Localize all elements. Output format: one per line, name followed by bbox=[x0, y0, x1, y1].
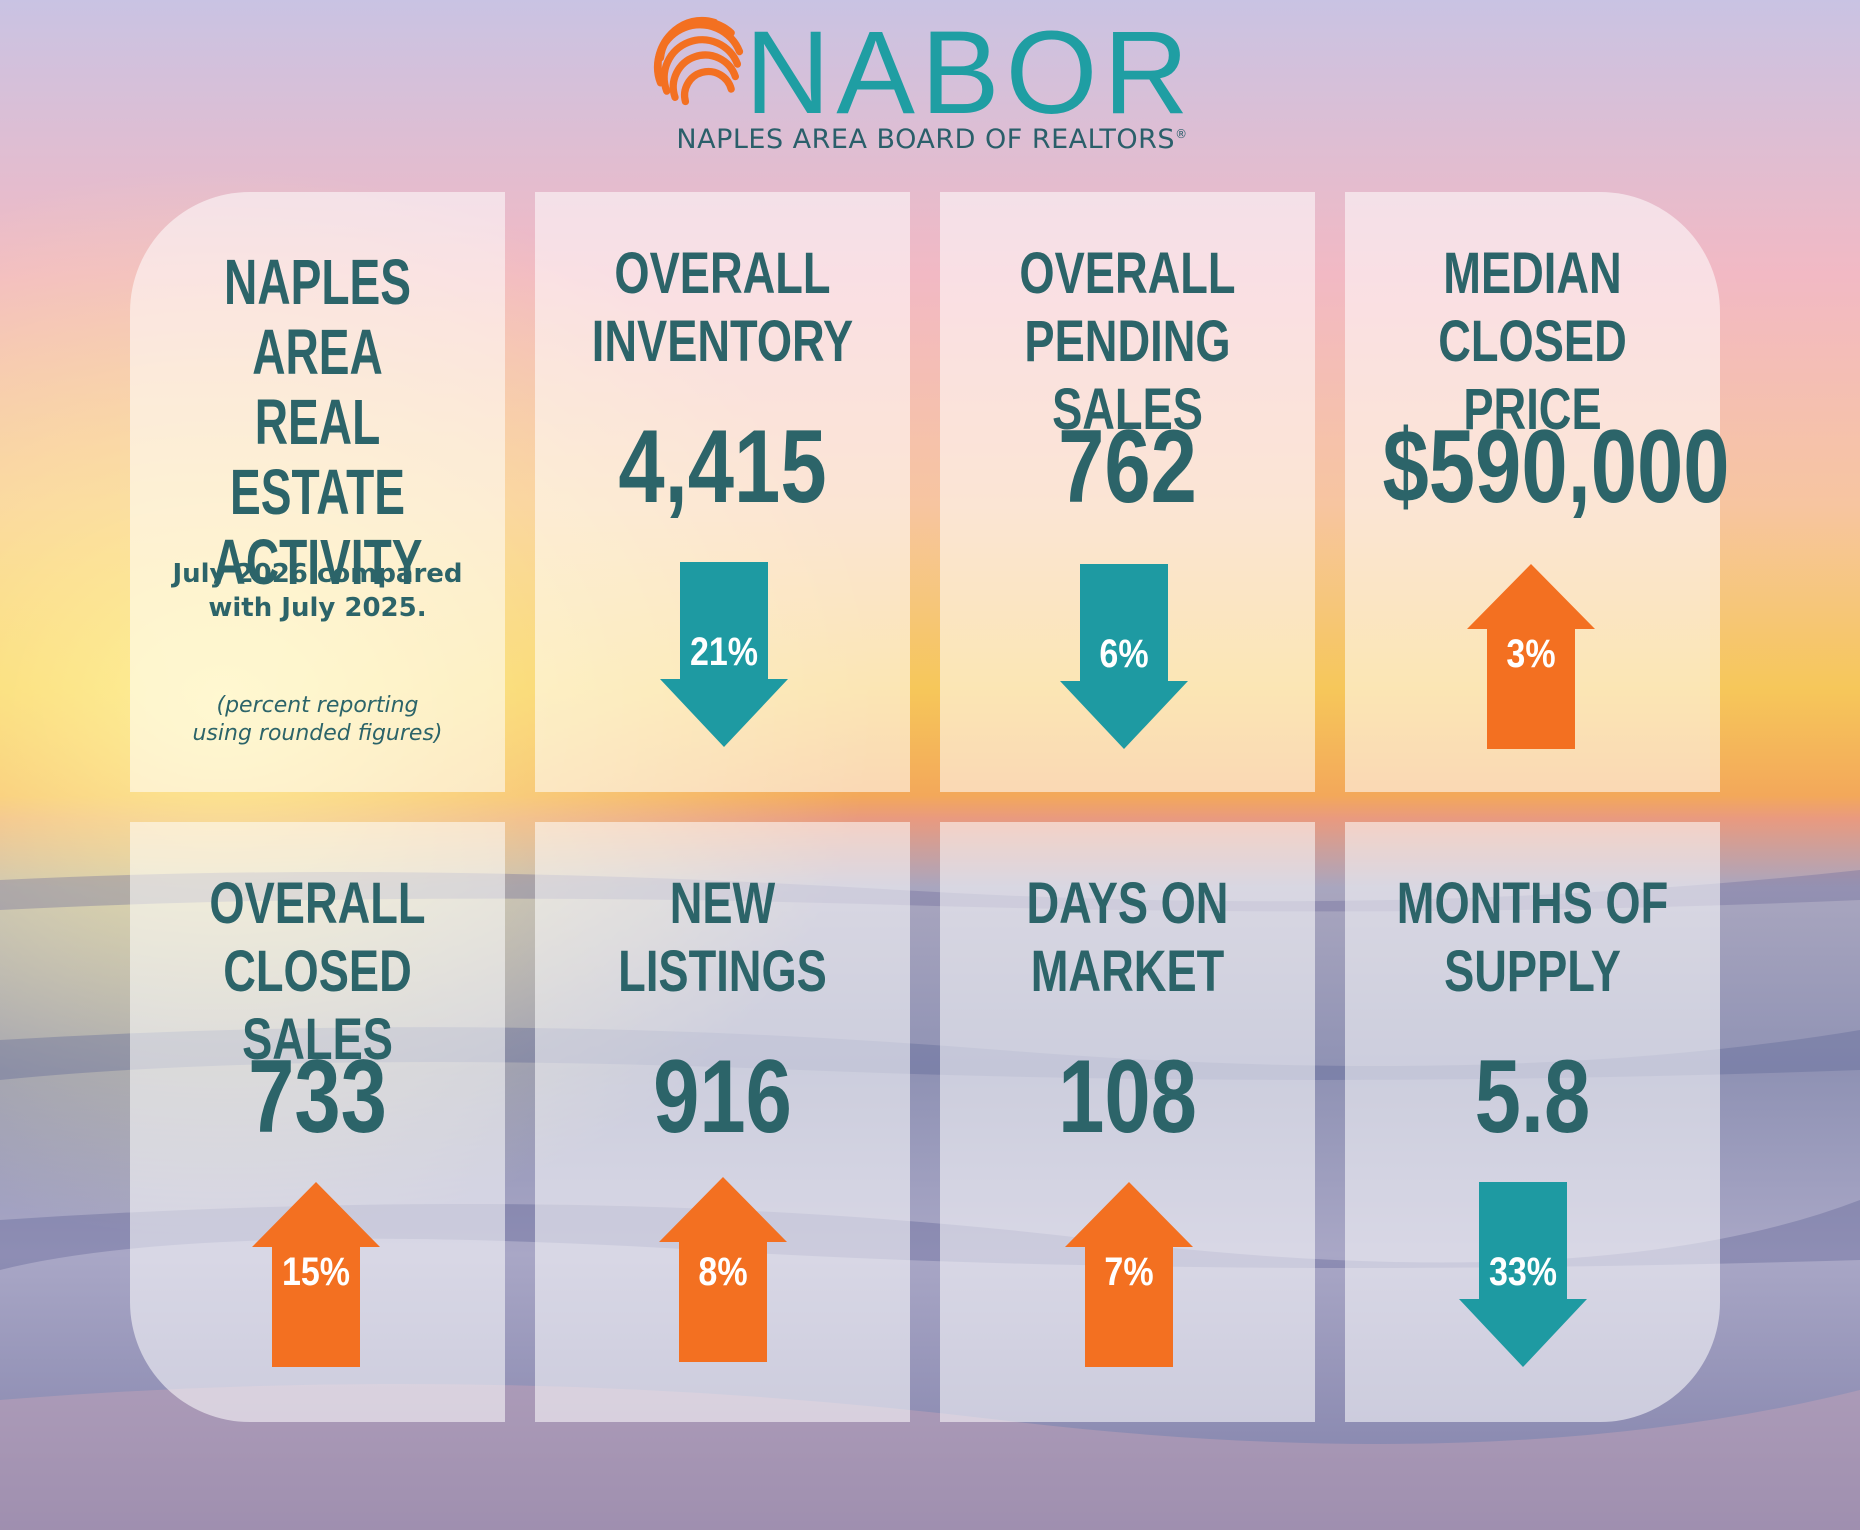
up-arrow-icon: 15% bbox=[252, 1182, 380, 1367]
down-arrow-icon: 33% bbox=[1459, 1182, 1587, 1367]
metric-card-days-on-market: DAYS ON MARKET 108 7% bbox=[940, 822, 1315, 1422]
metric-card-inventory: OVERALL INVENTORY 4,415 21% bbox=[535, 192, 910, 792]
metric-title: OVERALL INVENTORY bbox=[591, 241, 854, 374]
metric-value: 733 bbox=[248, 1039, 387, 1155]
metric-title: MONTHS OF SUPPLY bbox=[1396, 871, 1669, 1004]
metric-value: 5.8 bbox=[1474, 1039, 1591, 1155]
down-arrow-icon: 6% bbox=[1060, 564, 1188, 749]
metric-title: MEDIAN CLOSED PRICE bbox=[1438, 241, 1627, 442]
up-arrow-icon: 3% bbox=[1467, 564, 1595, 749]
header: NABOR NAPLES AREA BOARD OF REALTORS® bbox=[0, 0, 1860, 170]
brand-name: NABOR bbox=[745, 7, 1195, 139]
intro-title: NAPLES AREA REAL ESTATE ACTIVITY bbox=[212, 246, 423, 598]
metric-value: $590,000 bbox=[1382, 409, 1730, 525]
metric-title: OVERALL PENDING SALES bbox=[1019, 241, 1236, 442]
metric-change-pct: 33% bbox=[1488, 1250, 1558, 1294]
intro-date-range: July 2026 compared with July 2025. bbox=[172, 559, 463, 623]
metric-change-pct: 6% bbox=[1099, 632, 1149, 676]
up-arrow-icon: 7% bbox=[1065, 1182, 1193, 1367]
intro-note: (percent reporting using rounded figures… bbox=[192, 693, 443, 746]
metric-change-pct: 8% bbox=[698, 1250, 748, 1294]
metric-value: 4,415 bbox=[618, 409, 827, 525]
metric-change-pct: 15% bbox=[281, 1250, 351, 1294]
metric-value: 762 bbox=[1058, 409, 1197, 525]
metric-title: OVERALL CLOSED SALES bbox=[209, 871, 426, 1072]
metric-card-closed-sales: OVERALL CLOSED SALES 733 15% bbox=[130, 822, 505, 1422]
metric-card-months-of-supply: MONTHS OF SUPPLY 5.8 33% bbox=[1345, 822, 1720, 1422]
metric-card-pending-sales: OVERALL PENDING SALES 762 6% bbox=[940, 192, 1315, 792]
metric-change-pct: 7% bbox=[1104, 1250, 1154, 1294]
intro-card: NAPLES AREA REAL ESTATE ACTIVITY July 20… bbox=[130, 192, 505, 792]
metric-change-pct: 21% bbox=[689, 630, 759, 674]
up-arrow-icon: 8% bbox=[659, 1177, 787, 1362]
metric-title: DAYS ON MARKET bbox=[1026, 871, 1229, 1004]
metric-card-median-price: MEDIAN CLOSED PRICE $590,000 3% bbox=[1345, 192, 1730, 792]
brand-tagline: NAPLES AREA BOARD OF REALTORS® bbox=[676, 124, 1188, 155]
metric-change-pct: 3% bbox=[1506, 632, 1556, 676]
metric-value: 108 bbox=[1058, 1039, 1197, 1155]
metric-value: 916 bbox=[653, 1039, 792, 1155]
metric-title: NEW LISTINGS bbox=[618, 871, 827, 1004]
metric-card-new-listings: NEW LISTINGS 916 8% bbox=[535, 822, 910, 1422]
down-arrow-icon: 21% bbox=[660, 562, 788, 747]
shell-logo-icon bbox=[653, 16, 744, 106]
